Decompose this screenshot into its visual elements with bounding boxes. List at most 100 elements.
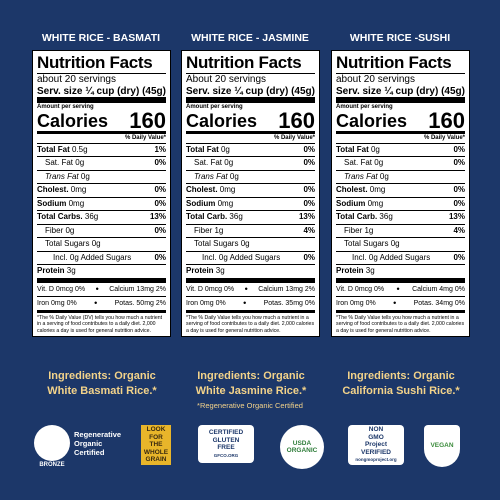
logo-badge: BRONZE	[39, 462, 65, 468]
nutrient-amount: 0g	[229, 171, 239, 181]
logo-text: Regenerative	[74, 429, 122, 439]
calories-value: 160	[129, 107, 166, 133]
nutrient-amount: 0g	[370, 144, 380, 154]
vitamin-row: Vit. D 0mcg 0% • Calcium 13mg 2%	[186, 283, 315, 296]
nutrient-row: Total Fat 0.5g 1%	[37, 142, 166, 157]
nutrient-name: Trans Fat	[194, 171, 228, 181]
nutrient-name: Total Carb.	[336, 212, 378, 222]
nutrient: Fiber 1g	[194, 225, 223, 238]
logo-mark: VEGAN	[424, 425, 460, 467]
logo-text: VEGAN	[430, 442, 454, 450]
nutrient-amount: 0mg	[217, 198, 234, 208]
nutrient: Incl. 0g Added Sugars	[53, 252, 131, 265]
nutrient-amount: 0.5g	[71, 144, 88, 154]
dot: •	[94, 297, 98, 308]
nutrient-name: Total Carbs.	[37, 212, 83, 222]
nutrient-dv: 0%	[453, 158, 465, 168]
nutrient-amount: 1g	[364, 225, 374, 235]
nutrient-dv: 0%	[154, 252, 166, 262]
logo-text: GLUTEN	[212, 436, 240, 444]
serving-size: Serv. size ¼ cup (dry) (45g)	[336, 86, 465, 103]
footnote: *The % Daily Value tells you how much a …	[186, 309, 315, 335]
nutrient: Trans Fat 0g	[194, 171, 239, 184]
panel-title: WHITE RICE -SUSHI	[349, 32, 451, 44]
nutrient-row: Fiber 0g 0%	[37, 223, 166, 238]
vitamin-row: Iron 0mg 0% • Potas. 34mg 0%	[336, 295, 465, 310]
logo-text-block: Regenerative Organic Certified	[74, 430, 121, 457]
nutrient-amount: 0g	[374, 158, 384, 168]
nutrient-name: Protein	[186, 266, 214, 276]
nutrient-row: Total Sugars 0g	[186, 237, 315, 251]
calories-value: 160	[428, 107, 465, 133]
nutrient-row: Total Fat 0g 0%	[186, 142, 315, 157]
nutrient: Cholest. 0mg	[37, 184, 86, 197]
vitamin: Iron 0mg 0%	[37, 299, 77, 307]
calories-label: Calories	[186, 110, 258, 131]
nutrient: Incl. 0g Added Sugars	[352, 252, 430, 265]
nutrient-row: Fiber 1g 4%	[336, 223, 465, 238]
nutrition-label: Nutrition Facts about 20 servings Serv. si…	[32, 50, 171, 338]
calories-label: Calories	[336, 110, 408, 131]
nutrient-dv: 1%	[154, 144, 166, 154]
nutrient-row: Sat. Fat 0g 0%	[186, 156, 315, 170]
nutrient: Total Carb. 36g	[186, 211, 243, 224]
nutrient-name: Protein	[336, 266, 364, 276]
dot: •	[243, 297, 247, 308]
nutrient-name: Total Fat	[336, 144, 369, 154]
nutrient: Sat. Fat 0g	[194, 157, 233, 170]
nutrient-row: Sodium 0mg 0%	[186, 196, 315, 211]
nutrient-dv: 4%	[303, 225, 315, 235]
nutrient-name: Total Fat	[186, 144, 219, 154]
vitamin-row: Iron 0mg 0% • Potas. 50mg 2%	[37, 295, 166, 310]
nutrient: Cholest. 0mg	[336, 184, 385, 197]
nutrient-name: Incl. 0g Added Sugars	[202, 252, 281, 262]
logo-text: GMO	[368, 433, 384, 441]
logo-text: CERTIFIED	[208, 429, 244, 436]
nutrient-amount: 1g	[214, 225, 224, 235]
nutrient-name: Cholest.	[37, 185, 69, 195]
nutrient-amount: 0mg	[70, 185, 87, 195]
nutrient-row: Incl. 0g Added Sugars 0%	[37, 250, 166, 265]
nutrient-row: Total Fat 0g 0%	[336, 142, 465, 157]
heading: Nutrition Facts	[37, 53, 166, 74]
nutrient: Trans Fat 0g	[344, 171, 389, 184]
nutrient-amount: 36g	[379, 212, 393, 222]
panel-title: WHITE RICE - BASMATI	[41, 32, 161, 44]
nutrient-dv: 13%	[448, 212, 465, 222]
nutrient-amount: 0g	[75, 158, 85, 168]
nutrient-amount: 36g	[84, 212, 99, 222]
vitamin: Vit. D 0mcg 0%	[37, 285, 86, 293]
nutrient: Trans Fat 0g	[45, 171, 90, 184]
vitamin: Calcium 4mg 0%	[412, 285, 465, 293]
nutrient: Total Sugars 0g	[45, 238, 101, 251]
nutrient: Protein 3g	[37, 265, 76, 278]
ingredients: Ingredients: Organic	[347, 370, 455, 382]
logo-mark: LOOK FOR THE WHOLE GRAIN	[141, 425, 171, 465]
nutrient-dv: 0%	[303, 158, 315, 168]
logo: Regenerative Organic Certified	[34, 425, 124, 461]
nutrient-amount: 0g	[240, 239, 250, 249]
nutrient-name: Trans Fat	[344, 171, 378, 181]
nutrient: Sat. Fat 0g	[45, 157, 84, 170]
nutrient-dv: 0%	[303, 198, 315, 208]
logo-text: Organic	[74, 438, 103, 448]
nutrient-amount: 3g	[215, 266, 225, 276]
logo-text: Project	[364, 441, 388, 449]
nutrient-dv: 0%	[453, 144, 465, 154]
calories: Calories 160	[37, 107, 166, 134]
vitamin-row: Iron 0mg 0% • Potas. 35mg 0%	[186, 295, 315, 310]
nutrient-amount: 0mg	[68, 198, 85, 208]
footnote: *The % Daily Value (DV) tells you how mu…	[37, 309, 166, 335]
nutrient-row: Protein 3g	[37, 264, 166, 283]
nutrient: Cholest. 0mg	[186, 184, 235, 197]
nutrient-name: Total Carb.	[186, 212, 228, 222]
dot: •	[95, 283, 99, 294]
nutrient-name: Fiber	[344, 225, 363, 235]
nutrient-name: Total Fat	[37, 144, 70, 154]
logo-text: WHOLE	[143, 448, 169, 456]
nutrient-row: Trans Fat 0g	[37, 169, 166, 184]
ingredients: White Basmati Rice.*	[47, 385, 157, 397]
panel-title: WHITE RICE - JASMINE	[191, 32, 309, 44]
logo-text: ORGANIC	[286, 447, 318, 454]
nutrient-row: Total Carb. 36g 13%	[336, 210, 465, 224]
